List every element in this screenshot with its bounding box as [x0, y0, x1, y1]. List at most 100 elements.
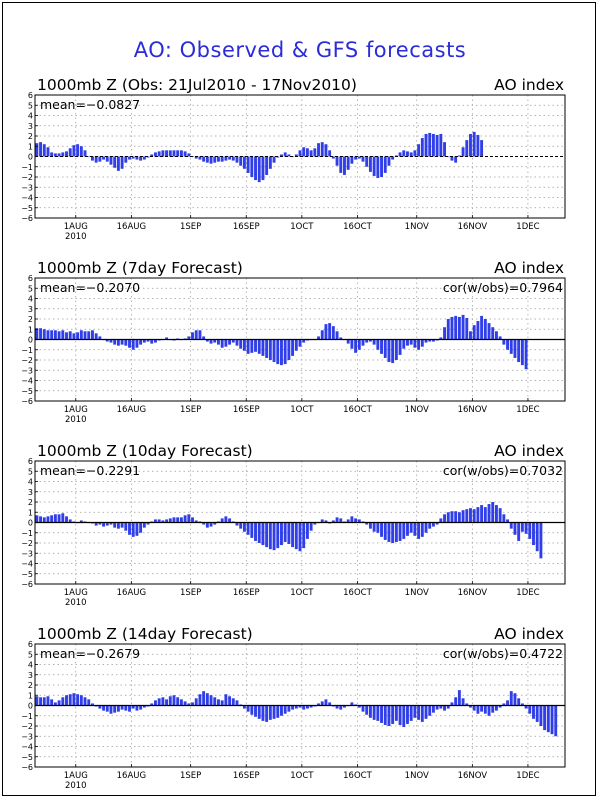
bar [50, 699, 54, 706]
panel-title: 1000mb Z (7day Forecast) [37, 259, 243, 277]
bar [165, 337, 169, 340]
bar [532, 522, 535, 546]
x-tick-label: 16NOV [458, 405, 488, 415]
bar [391, 522, 395, 543]
bar [372, 705, 376, 720]
bar [79, 330, 83, 340]
bar [283, 705, 287, 714]
bar [431, 522, 435, 527]
bar [231, 339, 235, 343]
bar [457, 316, 461, 340]
bar [520, 339, 524, 366]
bar [83, 331, 87, 340]
bar [102, 156, 106, 160]
bar [331, 326, 335, 340]
bar [298, 522, 302, 552]
bar [224, 156, 228, 161]
panel-index-label: AO index [494, 76, 564, 94]
bar [335, 331, 339, 340]
bar [365, 156, 369, 167]
y-tick-label: 5 [28, 284, 33, 293]
bar [131, 522, 135, 537]
y-tick-label: −3 [21, 366, 33, 375]
bar [376, 522, 380, 533]
bar [113, 705, 117, 713]
bar [161, 150, 165, 157]
bar [265, 705, 269, 722]
bar [383, 156, 387, 173]
bar [276, 339, 280, 365]
bar [331, 520, 335, 523]
bar [383, 522, 387, 540]
bar [98, 705, 102, 709]
bar [324, 520, 328, 523]
bar [513, 693, 517, 706]
bar [509, 691, 513, 706]
bar [161, 697, 165, 706]
x-tick-label: 1DEC [516, 405, 539, 415]
bar [146, 156, 150, 158]
bar [128, 339, 131, 348]
bar [417, 339, 421, 350]
bar [120, 156, 124, 169]
bar [394, 705, 398, 721]
bar [443, 142, 446, 157]
bar [469, 331, 472, 340]
bar [324, 699, 328, 706]
bar [168, 696, 172, 706]
bar [368, 522, 372, 529]
bar [291, 522, 295, 548]
bar [98, 522, 102, 525]
bar [280, 339, 283, 366]
bar [165, 150, 169, 157]
bar [354, 156, 358, 160]
bar [68, 519, 72, 523]
bar [446, 156, 450, 158]
x-tick-label: 16AUG [117, 405, 146, 415]
bar [335, 156, 339, 166]
bar [39, 697, 43, 706]
y-tick-label: 4 [28, 112, 33, 121]
bar [487, 504, 491, 523]
bar [268, 339, 272, 360]
mean-label: mean=−0.2679 [40, 646, 140, 661]
bar [154, 339, 157, 343]
bar [343, 156, 346, 175]
bar [246, 339, 250, 354]
bar [228, 518, 232, 523]
bar [35, 696, 39, 706]
bar [187, 336, 191, 340]
bar [165, 699, 169, 706]
x-tick-label: 16AUG [117, 588, 146, 598]
bar [317, 336, 320, 340]
bar [235, 522, 239, 526]
bar [135, 705, 139, 711]
bar [213, 697, 217, 706]
y-tick-label: −3 [21, 549, 33, 558]
bar [172, 695, 176, 706]
bar [142, 522, 146, 528]
bar [465, 140, 469, 157]
bar [431, 339, 435, 342]
y-tick-label: 5 [28, 467, 33, 476]
bar [135, 339, 139, 348]
bar [135, 156, 139, 160]
bar [187, 703, 191, 706]
bar [116, 705, 120, 712]
y-tick-label: −2 [21, 539, 33, 548]
bar [194, 330, 198, 340]
bar [124, 339, 128, 346]
bar [391, 705, 395, 724]
bar [372, 339, 376, 345]
bar [213, 339, 217, 343]
bar [368, 705, 372, 718]
bar [302, 522, 306, 549]
bar [179, 150, 183, 157]
bar [506, 519, 509, 523]
bar [276, 522, 280, 549]
bar [42, 144, 46, 157]
bar [116, 339, 120, 346]
bar [87, 699, 91, 706]
bar [450, 702, 454, 706]
